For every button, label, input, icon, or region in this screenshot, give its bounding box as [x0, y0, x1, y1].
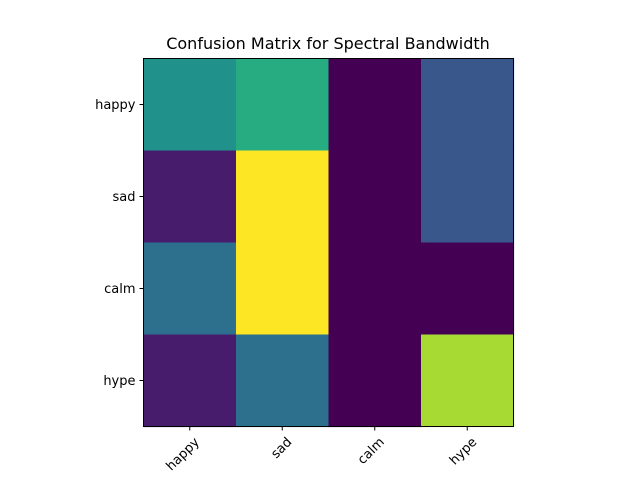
plot-frame	[143, 58, 514, 427]
heatmap-cell-calm-happy	[143, 242, 237, 336]
heatmap-cell-hype-hype	[421, 334, 515, 428]
heatmap-cell-happy-hype	[421, 58, 515, 152]
heatmap-cell-sad-happy	[143, 150, 237, 244]
heatmap-cell-sad-hype	[421, 150, 515, 244]
y-axis: happy sad calm hype	[95, 98, 144, 389]
y-tick-label-happy: happy	[95, 98, 136, 113]
heatmap-cell-sad-calm	[328, 150, 422, 244]
heatmap-cell-calm-calm	[328, 242, 422, 336]
heatmap-cell-calm-sad	[236, 242, 330, 336]
chart-title: Confusion Matrix for Spectral Bandwidth	[166, 34, 490, 53]
y-tick-label-calm: calm	[104, 282, 135, 297]
heatmap-cell-hype-calm	[328, 334, 422, 428]
heatmap-cell-hype-happy	[143, 334, 237, 428]
heatmap-cell-sad-sad	[236, 150, 330, 244]
heatmap-cells	[143, 58, 515, 428]
heatmap-cell-calm-hype	[421, 242, 515, 336]
heatmap-cell-happy-calm	[328, 58, 422, 152]
heatmap-cell-happy-sad	[236, 58, 330, 152]
y-tick-label-hype: hype	[103, 374, 135, 389]
heatmap-cell-hype-sad	[236, 334, 330, 428]
heatmap-cell-happy-happy	[143, 58, 237, 152]
y-tick-label-sad: sad	[113, 190, 136, 205]
